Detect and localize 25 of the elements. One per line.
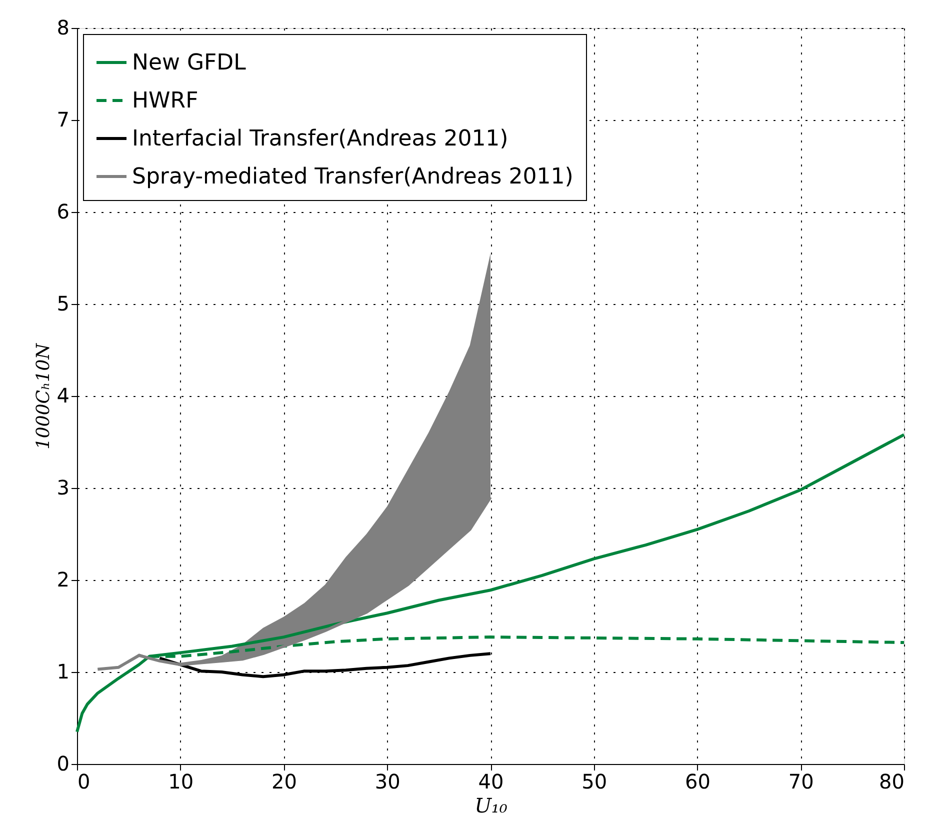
x-tick-label: 0 — [78, 770, 90, 794]
x-tick-label: 30 — [374, 770, 400, 794]
x-axis-title: U₁₀ — [474, 794, 508, 818]
y-tick-label: 8 — [56, 16, 70, 40]
x-tick-label: 40 — [478, 770, 504, 794]
x-tick-label: 20 — [272, 770, 297, 794]
y-tick-label: 4 — [56, 384, 70, 408]
y-axis-title: 1000Cₕ10N — [32, 342, 54, 450]
y-tick-label: 0 — [56, 752, 70, 776]
y-tick-label: 7 — [56, 108, 70, 132]
line-series — [76, 433, 906, 734]
y-tick-label: 3 — [56, 476, 70, 500]
y-tick-label: 5 — [56, 292, 70, 316]
legend-label: Interfacial Transfer(Andreas 2011) — [132, 126, 508, 152]
x-tick-label: 10 — [168, 770, 194, 794]
x-tick-label: 70 — [788, 770, 814, 794]
legend-label: Spray-mediated Transfer(Andreas 2011) — [132, 164, 574, 190]
x-tick-label: 80 — [879, 770, 904, 794]
y-tick-label: 1 — [56, 660, 70, 684]
legend-label: HWRF — [132, 88, 198, 114]
legend-label: New GFDL — [132, 50, 247, 76]
x-tick-label: 50 — [582, 770, 608, 794]
y-tick-label: 6 — [56, 200, 70, 224]
x-tick-label: 60 — [685, 770, 710, 794]
y-tick-label: 2 — [56, 568, 70, 592]
